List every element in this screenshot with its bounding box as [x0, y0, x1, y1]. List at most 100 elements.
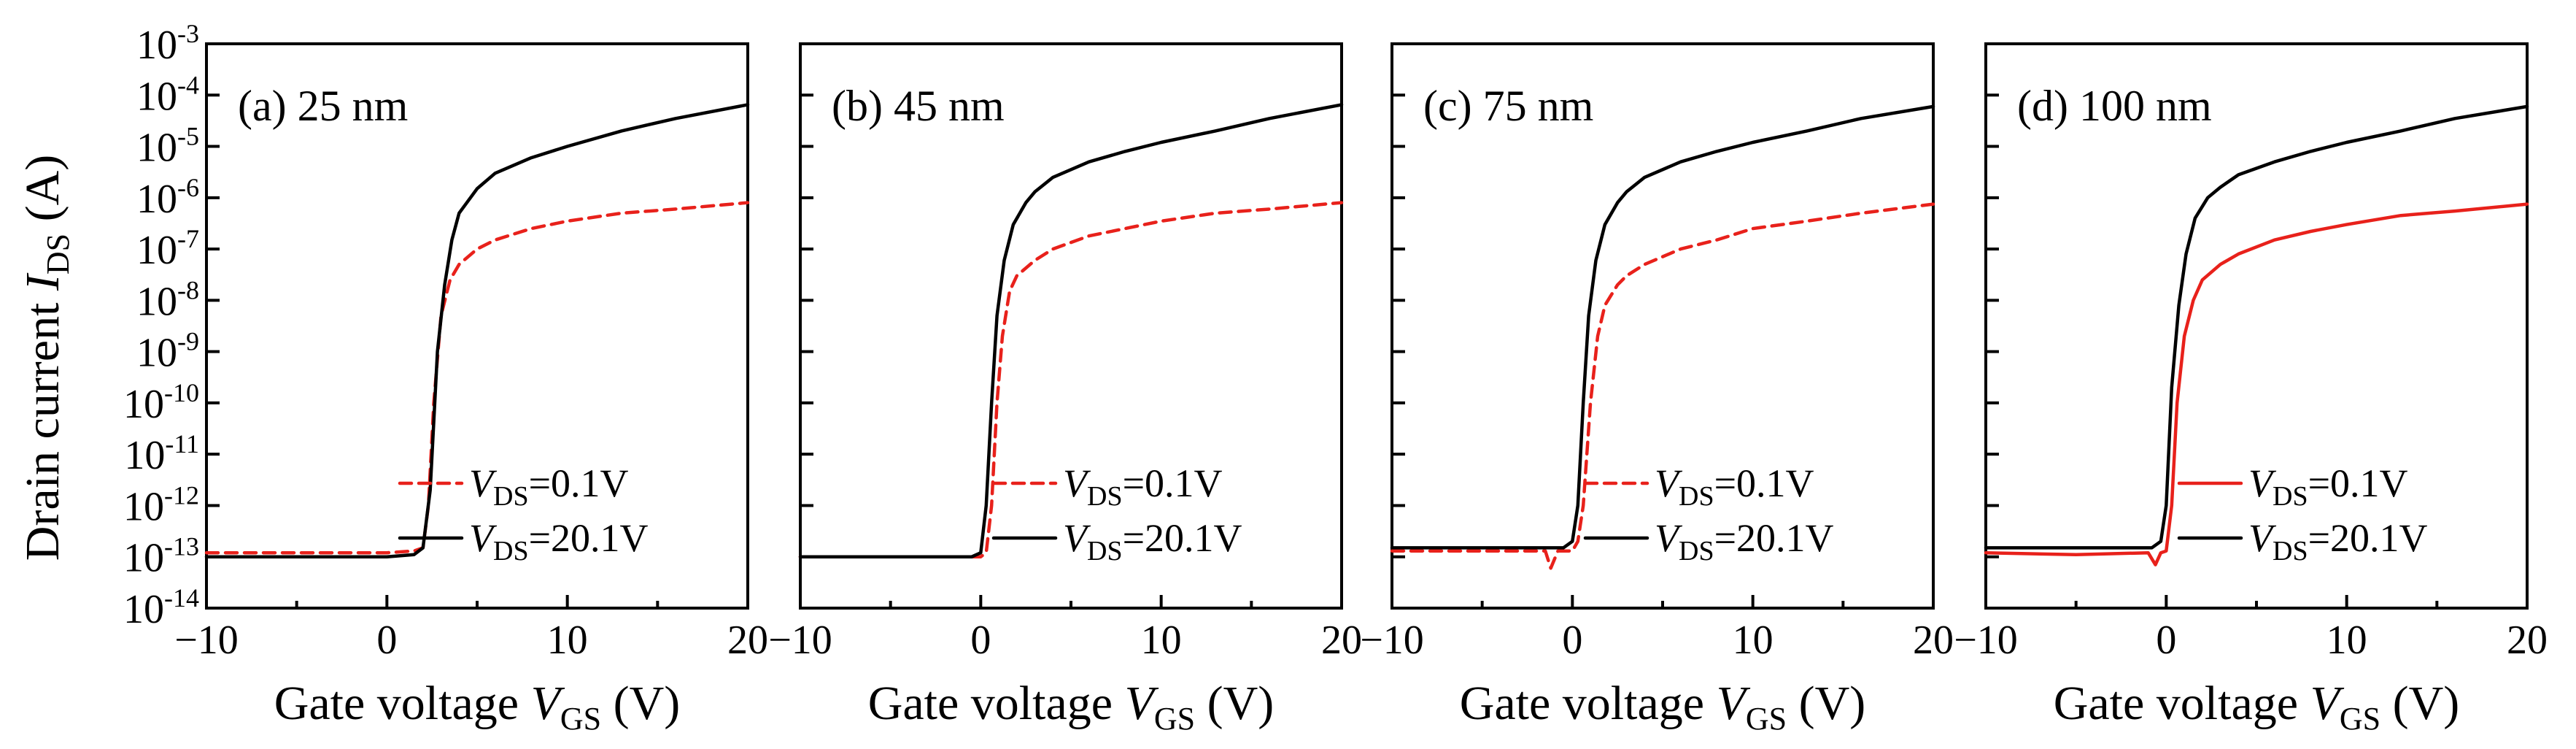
- y-tick-base: 10: [124, 433, 165, 478]
- y-tick-base: 10: [136, 23, 177, 68]
- legend-value: =20.1V: [2308, 516, 2428, 560]
- x-title-text: Gate voltage: [274, 677, 531, 730]
- legend-var: V: [1655, 461, 1683, 505]
- y-tick-exponent: -13: [164, 532, 199, 561]
- x-title-sub: GS: [1154, 701, 1195, 737]
- legend-sub: DS: [493, 536, 529, 566]
- series-vds-0.1v-line: [204, 201, 750, 555]
- y-tick-base: 10: [136, 177, 177, 222]
- legend-sub: DS: [1087, 481, 1123, 512]
- y-tick-exponent: -3: [177, 19, 199, 48]
- x-tick-label: 0: [376, 618, 397, 663]
- y-tick-exponent: -9: [177, 327, 199, 356]
- series-vds-0.1v-line: [1984, 202, 2529, 566]
- x-title-unit: (V): [2380, 677, 2459, 730]
- legend-label: VDS=20.1V: [1655, 516, 1834, 566]
- x-title-var: V: [2310, 677, 2345, 730]
- y-tick-exponent: -6: [177, 173, 199, 202]
- x-title-sub: GS: [1746, 701, 1787, 737]
- x-title-var: V: [1125, 677, 1159, 730]
- panel-label: (a) 25 nm: [238, 82, 408, 130]
- y-tick-label: 10-13: [123, 532, 199, 581]
- x-title-text: Gate voltage: [1460, 677, 1717, 730]
- series-vds-20.1v-line: [204, 103, 750, 558]
- legend-var: V: [2248, 516, 2277, 560]
- panel-label: (d) 100 nm: [2017, 82, 2212, 130]
- legend-value: =0.1V: [529, 461, 629, 505]
- legend-var: V: [469, 516, 498, 560]
- x-title-unit: (V): [1195, 677, 1274, 730]
- y-tick-base: 10: [136, 74, 177, 119]
- y-tick-base: 10: [136, 228, 177, 273]
- legend-label: VDS=20.1V: [469, 516, 649, 566]
- legend-var: V: [469, 461, 498, 505]
- y-tick-exponent: -10: [164, 378, 199, 407]
- legend-label: VDS=0.1V: [469, 461, 629, 512]
- x-tick-label: 0: [970, 618, 991, 663]
- x-title-text: Gate voltage: [2054, 677, 2310, 730]
- x-axis-title: Gate voltage VGS (V): [274, 677, 681, 737]
- x-tick-label: 10: [2326, 618, 2367, 663]
- x-axis-title: Gate voltage VGS (V): [1460, 677, 1866, 737]
- legend-sub: DS: [1087, 536, 1123, 566]
- panels: −10 0 10 2010-310-410-510-610-710-810-910-1…: [123, 19, 2548, 737]
- legend-label: VDS=0.1V: [2248, 461, 2408, 512]
- x-tick-label: 20: [2507, 618, 2548, 663]
- y-tick-label: 10-5: [136, 122, 199, 171]
- legend-var: V: [1063, 461, 1091, 505]
- x-tick-label: 0: [1562, 618, 1582, 663]
- x-tick-label: 0: [2156, 618, 2176, 663]
- y-tick-exponent: -4: [177, 70, 199, 99]
- x-tick-label: 20: [1913, 618, 1954, 663]
- legend-value: =20.1V: [1123, 516, 1242, 560]
- y-tick-exponent: -11: [165, 429, 199, 458]
- y-tick-label: 10-9: [136, 327, 199, 376]
- x-title-sub: GS: [560, 701, 601, 737]
- x-tick-label: 10: [1141, 618, 1182, 663]
- x-title-text: Gate voltage: [868, 677, 1125, 730]
- y-tick-base: 10: [136, 331, 177, 376]
- y-tick-base: 10: [136, 126, 177, 171]
- x-title-var: V: [1717, 677, 1751, 730]
- panel-label: (c) 75 nm: [1423, 82, 1593, 130]
- legend-sub: DS: [493, 481, 529, 512]
- legend-value: =0.1V: [2308, 461, 2408, 505]
- x-tick-label: −10: [1360, 618, 1424, 663]
- legend-sub: DS: [1679, 536, 1714, 566]
- y-tick-label: 10-4: [136, 70, 199, 119]
- y-tick-label: 10-11: [124, 429, 199, 478]
- x-title-sub: GS: [2340, 701, 2380, 737]
- y-tick-label: 10-12: [123, 480, 199, 529]
- series-vds-0.1v-line: [798, 201, 1344, 558]
- y-tick-base: 10: [123, 587, 164, 632]
- y-tick-label: 10-3: [136, 19, 199, 68]
- y-tick-label: 10-6: [136, 173, 199, 222]
- y-tick-exponent: -8: [177, 275, 199, 304]
- y-tick-base: 10: [123, 536, 164, 581]
- x-title-var: V: [531, 677, 565, 730]
- x-title-unit: (V): [601, 677, 680, 730]
- x-tick-label: 10: [547, 618, 588, 663]
- legend-sub: DS: [2273, 536, 2308, 566]
- series-vds-0.1v-line: [1390, 202, 1935, 570]
- legend-value: =20.1V: [1714, 516, 1834, 560]
- legend-label: VDS=0.1V: [1063, 461, 1223, 512]
- x-tick-label: 20: [727, 618, 768, 663]
- legend-var: V: [1655, 516, 1683, 560]
- y-tick-label: 10-10: [123, 378, 199, 427]
- x-tick-label: 20: [1321, 618, 1362, 663]
- series-vds-20.1v-line: [1984, 104, 2529, 550]
- legend-sub: DS: [2273, 481, 2308, 512]
- y-tick-exponent: -7: [177, 224, 199, 253]
- x-tick-label: −10: [1954, 618, 2018, 663]
- y-tick-base: 10: [123, 484, 164, 529]
- x-title-unit: (V): [1787, 677, 1865, 730]
- y-tick-label: 10-8: [136, 275, 199, 324]
- legend-label: VDS=20.1V: [1063, 516, 1242, 566]
- chart-panel-1: −10 0 10 2010-310-410-510-610-710-810-910-1…: [123, 19, 768, 737]
- legend-value: =20.1V: [529, 516, 649, 560]
- panel-label: (b) 45 nm: [832, 82, 1005, 130]
